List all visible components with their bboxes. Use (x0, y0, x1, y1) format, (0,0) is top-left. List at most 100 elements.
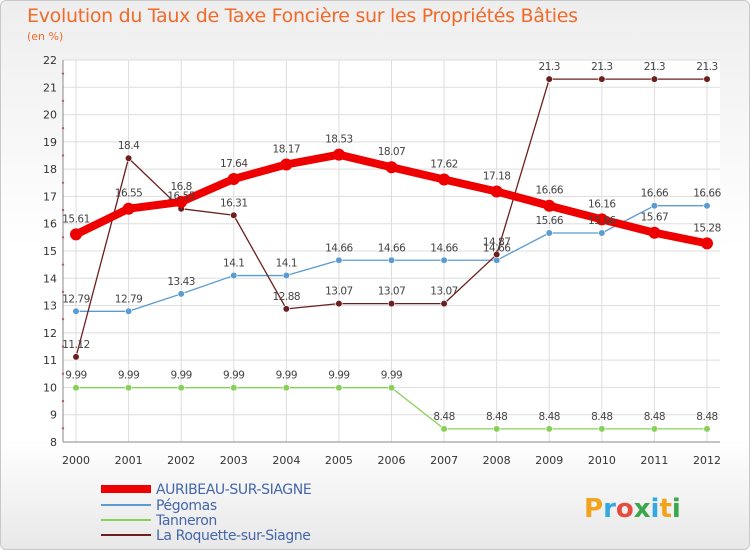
data-point (490, 185, 503, 198)
data-label: 14.1 (276, 258, 297, 270)
data-label: 11.12 (62, 339, 90, 351)
y-tick-label: 18 (43, 163, 57, 176)
data-label: 12.79 (115, 293, 143, 305)
data-point (124, 384, 133, 392)
data-label: 18.17 (273, 144, 301, 156)
x-tick-label: 2003 (220, 454, 248, 467)
data-point (387, 384, 396, 392)
x-tick-label: 2010 (588, 454, 616, 467)
y-tick-label: 19 (43, 136, 57, 149)
gridlines (63, 59, 720, 443)
series-auribeau-sur-siagne (70, 148, 713, 250)
y-tick-label: 20 (43, 109, 57, 122)
data-label: 15.66 (535, 215, 563, 227)
data-point (230, 211, 238, 219)
data-label: 21.3 (591, 61, 612, 73)
data-point (335, 300, 343, 308)
data-label: 8.48 (486, 411, 507, 423)
data-label: 13.43 (167, 276, 195, 288)
y-tick-label: 21 (43, 81, 57, 94)
data-point (122, 202, 135, 215)
data-label: 16.66 (535, 185, 563, 197)
logo-letter: t (659, 494, 671, 524)
data-point (72, 353, 80, 361)
data-label: 16.55 (115, 188, 143, 200)
data-point (703, 425, 711, 433)
x-tick-label: 2001 (115, 454, 143, 467)
data-point (545, 229, 553, 237)
data-label: 14.87 (483, 237, 511, 249)
data-label: 16.16 (588, 198, 616, 210)
data-label: 17.18 (483, 171, 511, 183)
data-point (493, 250, 501, 259)
data-label: 9.99 (328, 370, 349, 382)
data-point (72, 384, 80, 392)
data-label: 15.67 (641, 212, 669, 224)
data-point (598, 425, 606, 433)
logo-letter: x (634, 494, 651, 524)
data-point (335, 384, 343, 392)
data-point (493, 425, 501, 433)
data-point (703, 202, 711, 210)
data-label: 9.99 (170, 370, 191, 382)
data-point (598, 75, 606, 83)
series-la-roquette-sur-siagne (72, 75, 711, 361)
x-tick-label: 2004 (272, 454, 300, 467)
proxiti-logo: Proxiti (584, 494, 681, 524)
data-point (650, 425, 659, 433)
data-label: 21.3 (696, 61, 717, 73)
data-point (440, 256, 448, 264)
data-label: 18.07 (378, 146, 406, 158)
data-label: 14.66 (483, 242, 511, 254)
data-label: 8.48 (433, 411, 454, 423)
x-tick-label: 2000 (62, 454, 90, 467)
data-label: 12.88 (273, 291, 301, 303)
data-point (387, 256, 396, 264)
data-point (440, 425, 448, 433)
data-point (227, 172, 240, 185)
data-label: 21.3 (539, 61, 560, 73)
y-tick-label: 14 (43, 272, 57, 285)
data-point (595, 213, 608, 226)
data-point (175, 195, 188, 208)
x-tick-label: 2006 (378, 454, 406, 467)
legend-label: La Roquette-sur-Siagne (156, 528, 311, 544)
data-label: 8.48 (696, 411, 717, 423)
data-label: 16.66 (693, 188, 721, 200)
data-point (648, 226, 661, 239)
chart-title: Evolution du Taux de Taxe Foncière sur l… (27, 5, 578, 27)
data-label: 16.55 (167, 191, 195, 203)
data-point (124, 307, 133, 315)
data-label: 15.61 (62, 213, 90, 225)
data-label: 8.48 (591, 411, 612, 423)
data-label: 8.48 (644, 411, 665, 423)
data-point (703, 75, 711, 83)
data-point (282, 271, 290, 280)
data-point (124, 154, 133, 162)
logo-letter: P (584, 494, 603, 524)
y-tick-label: 10 (43, 381, 57, 394)
data-point (701, 237, 713, 250)
data-point (282, 384, 290, 392)
data-point (177, 290, 185, 298)
data-point (332, 148, 345, 161)
data-point (177, 384, 185, 392)
data-label: 15.28 (693, 222, 721, 234)
x-tick-label: 2012 (693, 454, 721, 467)
y-tick-label: 15 (43, 245, 57, 258)
data-label: 8.48 (539, 411, 560, 423)
y-tick-label: 13 (43, 300, 57, 313)
logo-letter: i (651, 494, 660, 524)
data-point (545, 75, 553, 83)
data-point (230, 384, 238, 392)
data-label: 9.99 (276, 370, 297, 382)
data-label: 16.31 (220, 197, 248, 209)
data-point (438, 173, 451, 186)
data-point (598, 229, 606, 237)
data-point (282, 305, 290, 313)
data-label: 13.07 (325, 286, 353, 298)
data-point (72, 307, 80, 315)
data-point (545, 425, 553, 433)
